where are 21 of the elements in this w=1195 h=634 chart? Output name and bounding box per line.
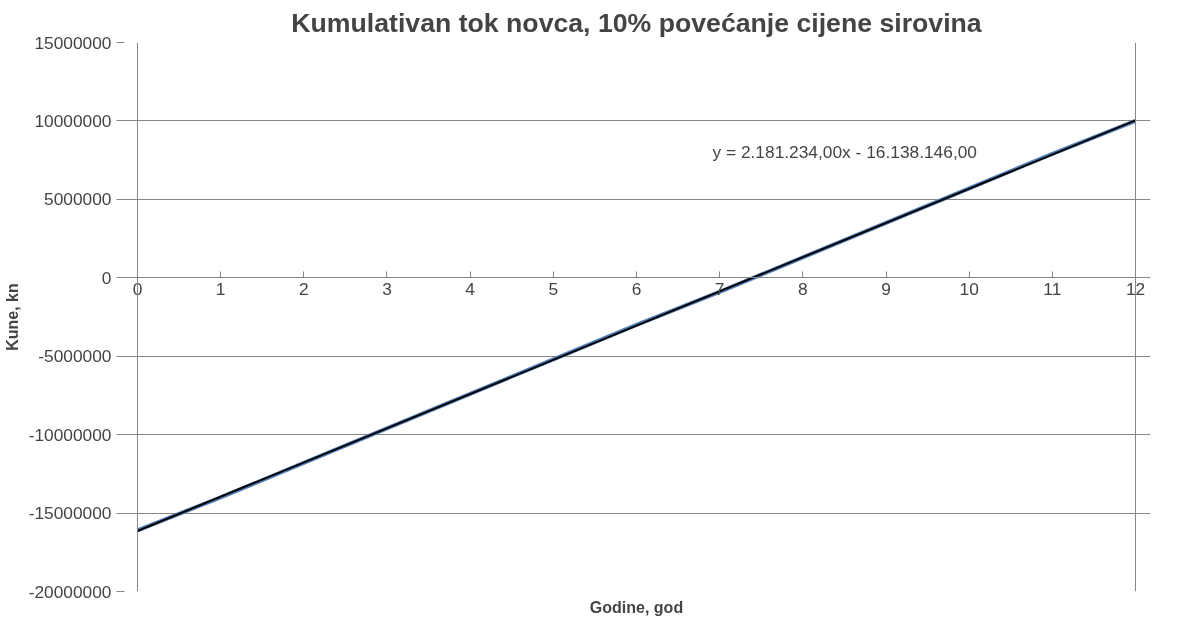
x-tick-label: 1 [215,278,226,299]
x-tick-label: 8 [798,278,808,299]
y-tick-label: 15000000 [34,32,112,53]
x-tick-label: 3 [382,278,392,299]
chart-title: Kumulativan tok novca, 10% povećanje cijene sirovina [291,7,982,38]
x-tick-label: 9 [881,278,891,299]
y-tick-label: -10000000 [28,424,112,445]
y-tick-label: -20000000 [28,581,112,602]
x-tick-label: 5 [548,278,559,299]
x-axis-title: Godine, god [589,598,684,616]
x-tick-label: 6 [631,278,642,299]
y-tick-label: -5000000 [38,346,112,367]
x-tick-label: 10 [959,278,979,299]
x-tick-label: 4 [465,278,476,299]
y-axis-title: Kune, kn [3,283,21,351]
x-tick-label: 2 [299,278,309,299]
x-tick-label: 11 [1043,278,1062,299]
annotation: y = 2.181.234,00x - 16.138.146,00 [712,141,977,162]
y-tick-label: -15000000 [28,503,112,524]
y-tick-label: 10000000 [34,110,112,131]
y-tick-label: 5000000 [44,189,112,210]
